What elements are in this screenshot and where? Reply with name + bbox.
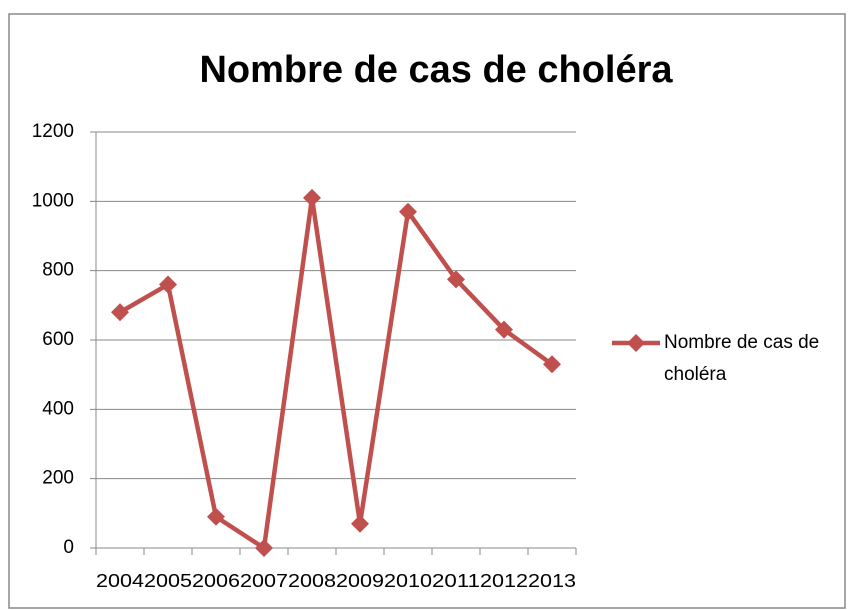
x-tick-label: 2004 xyxy=(96,571,144,591)
y-tick-label: 0 xyxy=(63,537,74,558)
x-tick-label: 2005 xyxy=(144,571,192,591)
legend-label: Nombre de cas de choléra xyxy=(664,332,820,385)
data-point xyxy=(207,507,225,526)
x-tick-label: 2012 xyxy=(480,571,528,591)
y-tick-label: 800 xyxy=(42,260,74,281)
data-point xyxy=(351,514,369,533)
y-tick-label: 1200 xyxy=(32,121,74,142)
y-tick-label: 1000 xyxy=(32,190,74,211)
chart-title: Nombre de cas de choléra xyxy=(199,49,673,91)
x-tick-label: 2010 xyxy=(384,571,432,591)
x-tick-label: 2006 xyxy=(192,571,240,591)
legend-marker xyxy=(627,334,645,352)
chart-border xyxy=(8,13,846,609)
data-point xyxy=(543,355,561,374)
data-point xyxy=(159,275,177,294)
x-tick-label: 2008 xyxy=(288,571,336,591)
y-tick-label: 200 xyxy=(42,468,74,489)
data-point xyxy=(495,320,513,339)
series-line xyxy=(118,195,554,551)
data-point xyxy=(111,303,129,322)
x-tick-label: 2007 xyxy=(240,571,288,591)
x-tick-label: 2011 xyxy=(432,571,480,591)
y-tick-label: 400 xyxy=(42,398,74,419)
data-point xyxy=(255,539,273,557)
data-point xyxy=(303,188,321,207)
x-tick-label: 2009 xyxy=(336,571,384,591)
data-point xyxy=(399,202,417,221)
y-tick-label: 600 xyxy=(42,329,74,350)
x-tick-label: 2013 xyxy=(528,571,576,591)
data-point xyxy=(447,270,465,289)
